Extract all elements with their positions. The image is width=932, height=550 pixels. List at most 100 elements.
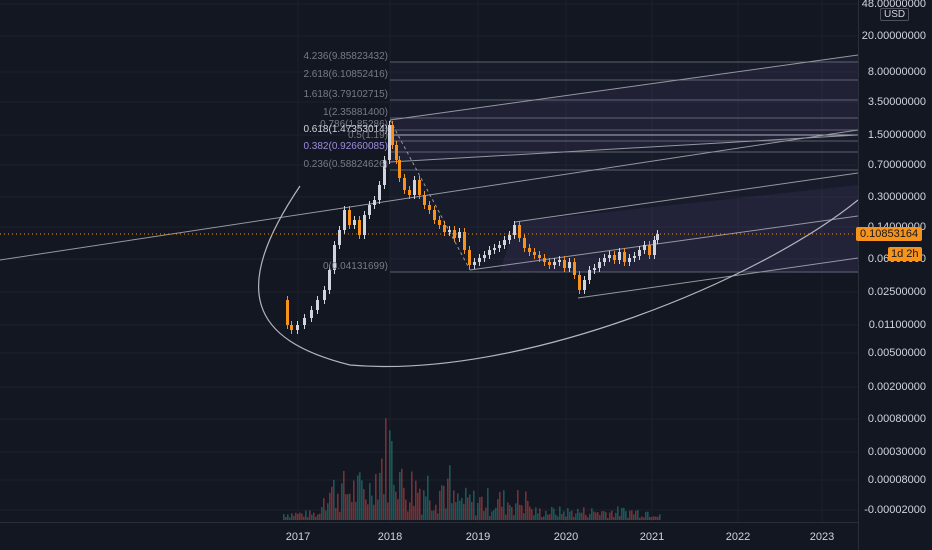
volume-bar [353,480,355,520]
price-tick: 20.00000000 [861,30,926,42]
price-tick: 8.00000000 [867,66,926,78]
price-tick: 0.00030000 [867,446,926,458]
volume-bar [427,475,429,520]
fib-diagonal[interactable] [389,119,471,271]
volume-bar [525,491,527,520]
candles [286,121,659,334]
volume-bar [329,492,331,520]
volume-bar [407,511,409,520]
volume-bar [641,516,643,520]
fib-retracement[interactable] [390,61,858,273]
mid-channel-line-3[interactable] [469,215,859,271]
volume-bar [347,494,349,520]
mid-channel-line-2[interactable] [514,172,859,223]
price-tick: 0.00200000 [867,381,926,393]
volume-bar [637,509,639,520]
volume-bar [341,483,343,520]
volume-bar [397,499,399,520]
parabolic-curve[interactable] [258,185,859,368]
time-scale[interactable]: 2017 2018 2019 2020 2021 2022 2023 [0,522,858,550]
time-label: 2017 [285,531,311,543]
volume-bar [511,507,513,520]
volume-bar [367,504,369,520]
volume-bar [419,488,421,520]
volume-bar [539,508,541,520]
volume-bar [597,512,599,520]
volume-bar [371,495,373,520]
volume-bar [313,512,315,520]
volume-bar [535,507,537,520]
volume-bar [555,514,557,520]
price-tick: 0.02500000 [867,286,926,298]
chart-area[interactable]: 4.236(9.85823432) 2.618(6.10852416) 1.618(… [0,0,859,522]
volume-bar [647,511,649,520]
volume-bar [615,512,617,520]
volume-bar [621,507,623,520]
volume-bar [515,503,517,520]
fib-level-label: 0.618(1.47353014) [303,124,388,135]
upper-channel-line[interactable] [389,54,859,121]
volume-bar [475,515,477,520]
volume-bar [303,516,305,520]
volume-bar [301,513,303,520]
time-label: 2020 [553,531,579,543]
volume-bar [521,505,523,520]
volume-bar [325,510,327,520]
volume-bar [283,514,285,520]
volume-bar [527,500,529,520]
mid-channel-line-1[interactable] [389,134,859,163]
volume-bar [587,517,589,520]
volume-bar [291,513,293,520]
volume-bar [639,517,641,520]
volume-bar [635,510,637,520]
volume-bar [547,514,549,520]
volume-bar [573,516,575,520]
volume-bar [553,508,555,520]
volume-bar [447,478,449,520]
volume-bar [611,510,613,520]
lower-channel-line[interactable] [577,257,859,299]
volume-bar [505,514,507,520]
fib-level-label: 2.618(6.10852416) [303,69,388,80]
long-trendline[interactable] [0,129,859,261]
volume-bar [537,513,539,520]
price-chart[interactable]: 4.236(9.85823432) 2.618(6.10852416) 1.618(… [0,0,859,522]
currency-label[interactable]: USD [880,8,910,21]
volume-bar [437,513,439,520]
volume-bar [433,510,435,520]
fib-level-label: 4.236(9.85823432) [303,51,388,62]
volume-bar [461,497,463,520]
volume-bar [319,513,321,520]
volume-bar [591,508,593,520]
volume-bar [309,510,311,520]
volume-bar [507,502,509,520]
volume-bar [389,430,391,520]
volume-bars [283,418,661,520]
grid [0,0,858,522]
fib-zone [390,62,858,272]
volume-bar [403,487,405,520]
volume-bar [531,509,533,520]
volume-bar [569,511,571,520]
volume-bar [459,500,461,520]
volume-bar [321,507,323,520]
volume-bar [323,498,325,520]
interval-countdown-badge: 1d 2h [888,247,922,261]
volume-bar [311,514,313,520]
volume-bar [493,510,495,520]
price-tick: 0.00500000 [867,347,926,359]
volume-bar [387,502,389,520]
volume-bar [289,517,291,520]
volume-bar [629,510,631,520]
volume-bar [417,492,419,520]
volume-bar [455,502,457,520]
volume-bar [509,504,511,520]
volume-bar [415,480,417,520]
volume-bar [287,514,289,520]
price-scale[interactable]: 48.00000000 20.00000000 8.00000000 3.500000… [858,0,932,550]
volume-bar [467,497,469,520]
volume-bar [385,418,387,520]
time-label: 2019 [465,531,491,543]
volume-bar [549,514,551,520]
volume-bar [643,517,645,520]
